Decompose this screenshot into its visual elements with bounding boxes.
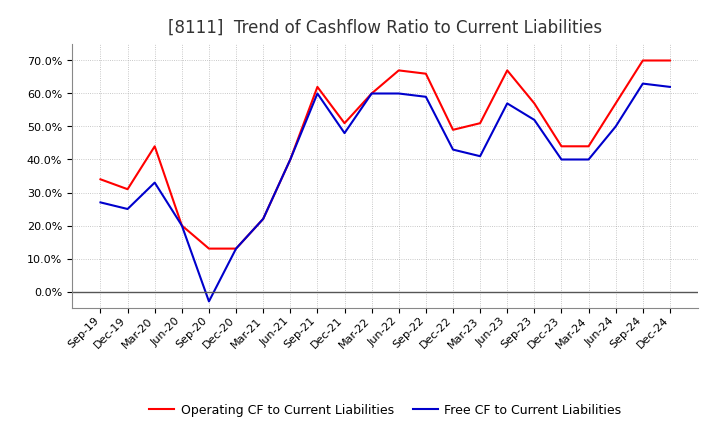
Free CF to Current Liabilities [584,157,593,162]
Free CF to Current Liabilities [367,91,376,96]
Operating CF to Current Liabilities [286,157,294,162]
Free CF to Current Liabilities [178,223,186,228]
Operating CF to Current Liabilities [449,127,457,132]
Free CF to Current Liabilities [503,101,511,106]
Free CF to Current Liabilities [611,124,620,129]
Free CF to Current Liabilities [476,154,485,159]
Free CF to Current Liabilities [204,299,213,304]
Operating CF to Current Liabilities [503,68,511,73]
Free CF to Current Liabilities [259,216,268,221]
Free CF to Current Liabilities [449,147,457,152]
Free CF to Current Liabilities [341,130,349,136]
Operating CF to Current Liabilities [150,143,159,149]
Free CF to Current Liabilities [557,157,566,162]
Free CF to Current Liabilities [665,84,674,90]
Line: Free CF to Current Liabilities: Free CF to Current Liabilities [101,84,670,301]
Operating CF to Current Liabilities [96,176,105,182]
Free CF to Current Liabilities [395,91,403,96]
Operating CF to Current Liabilities [123,187,132,192]
Title: [8111]  Trend of Cashflow Ratio to Current Liabilities: [8111] Trend of Cashflow Ratio to Curren… [168,19,602,37]
Operating CF to Current Liabilities [639,58,647,63]
Operating CF to Current Liabilities [367,91,376,96]
Free CF to Current Liabilities [530,117,539,122]
Free CF to Current Liabilities [123,206,132,212]
Free CF to Current Liabilities [150,180,159,185]
Free CF to Current Liabilities [286,157,294,162]
Operating CF to Current Liabilities [341,121,349,126]
Operating CF to Current Liabilities [611,101,620,106]
Free CF to Current Liabilities [421,94,430,99]
Operating CF to Current Liabilities [530,101,539,106]
Operating CF to Current Liabilities [476,121,485,126]
Operating CF to Current Liabilities [421,71,430,76]
Operating CF to Current Liabilities [395,68,403,73]
Operating CF to Current Liabilities [259,216,268,221]
Free CF to Current Liabilities [232,246,240,251]
Operating CF to Current Liabilities [557,143,566,149]
Operating CF to Current Liabilities [232,246,240,251]
Operating CF to Current Liabilities [584,143,593,149]
Operating CF to Current Liabilities [178,223,186,228]
Operating CF to Current Liabilities [313,84,322,90]
Line: Operating CF to Current Liabilities: Operating CF to Current Liabilities [101,61,670,249]
Free CF to Current Liabilities [96,200,105,205]
Operating CF to Current Liabilities [665,58,674,63]
Operating CF to Current Liabilities [204,246,213,251]
Free CF to Current Liabilities [639,81,647,86]
Legend: Operating CF to Current Liabilities, Free CF to Current Liabilities: Operating CF to Current Liabilities, Fre… [145,399,626,422]
Free CF to Current Liabilities [313,91,322,96]
